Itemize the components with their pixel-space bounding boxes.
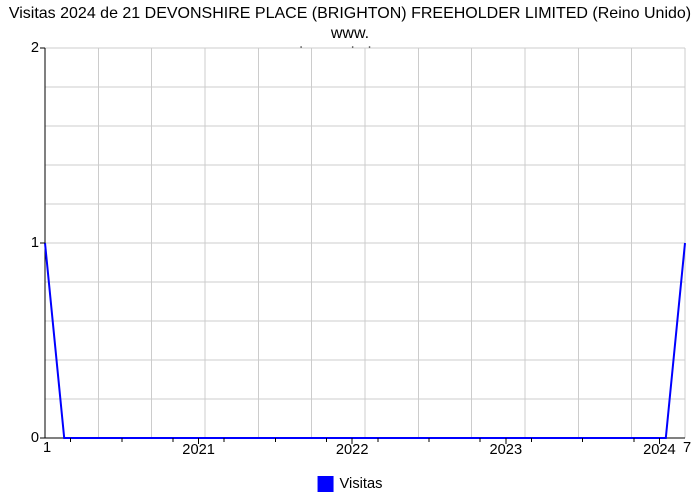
legend-label: Visitas	[340, 476, 383, 492]
y-tick-label: 1	[31, 235, 45, 251]
plot-svg	[45, 48, 685, 438]
x-tick-label: 2024	[643, 438, 676, 458]
x-tick-label: 2022	[336, 438, 369, 458]
chart-title-line1: Visitas 2024 de 21 DEVONSHIRE PLACE (BRI…	[9, 5, 691, 42]
legend-swatch	[318, 476, 334, 492]
chart-container: Visitas 2024 de 21 DEVONSHIRE PLACE (BRI…	[0, 0, 700, 500]
y-tick-label: 2	[31, 40, 45, 56]
axis-corner-bottom-left: 1	[43, 440, 51, 456]
plot-area: 012 2021202220232024 1 7	[45, 48, 685, 438]
x-tick-label: 2021	[182, 438, 215, 458]
legend: Visitas	[318, 476, 383, 492]
axis-corner-bottom-right: 7	[683, 440, 691, 456]
x-tick-label: 2023	[489, 438, 522, 458]
